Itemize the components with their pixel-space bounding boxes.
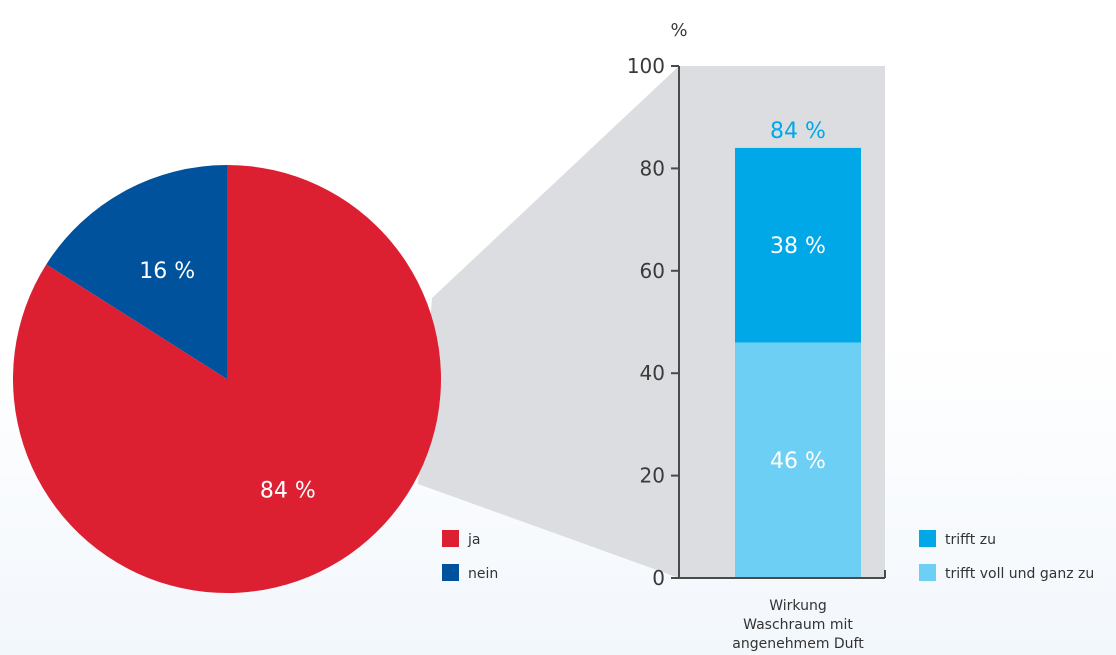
y-tick-label: 100 [627,54,665,78]
legend-label-nein: nein [468,566,498,582]
y-tick-label: 60 [640,259,665,283]
legend-label-ja: ja [467,532,480,548]
legend-swatch-ja [442,530,459,547]
bar-category-label: angenehmem Duft [732,636,864,652]
y-tick-label: 0 [652,566,665,590]
pie-slice-label-ja: 84 % [260,479,316,504]
legend-label-trifft-zu: trifft zu [945,532,996,548]
bar-value-label: 46 % [770,449,826,474]
y-tick-label: 80 [640,156,665,180]
bar-value-label: 38 % [770,234,826,259]
bar-category-label: Waschraum mit [743,617,853,633]
legend-swatch-nein [442,564,459,581]
pie-slice-label-nein: 16 % [139,259,195,284]
y-tick-label: 20 [640,464,665,488]
connector-wedge [418,66,679,578]
legend-swatch-trifft-zu [919,530,936,547]
bar-total-label: 84 % [770,119,826,144]
y-axis-unit-label: % [670,20,687,41]
y-tick-label: 40 [640,361,665,385]
legend-label-trifft-voll-und-ganz-zu: trifft voll und ganz zu [945,566,1094,582]
bar-category-label: Wirkung [769,598,827,614]
legend-swatch-trifft-voll-und-ganz-zu [919,564,936,581]
